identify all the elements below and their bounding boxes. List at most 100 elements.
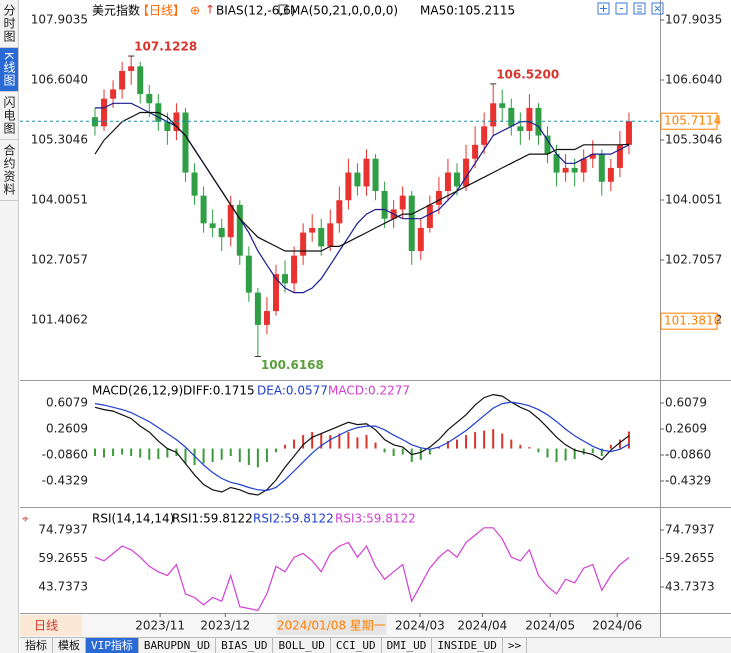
y-tick-label-right: 0.2609 (665, 422, 707, 436)
icon[interactable]: ⌖ (22, 512, 29, 526)
candle-body (426, 204, 433, 228)
candle-body (318, 227, 325, 247)
y-tick-label-left: -0.0860 (42, 448, 88, 462)
candle-body (354, 172, 361, 187)
candle-body (472, 144, 479, 159)
sidebar-tab[interactable]: K线图 (0, 48, 18, 93)
y-tick-label-right: 74.7937 (665, 522, 715, 536)
period-box (20, 615, 82, 636)
candle-body (562, 167, 569, 173)
last-price-label: 105.7114 (664, 114, 721, 128)
annotation-label: 107.1228 (134, 40, 197, 54)
candle-body (372, 158, 379, 192)
sidebar-tab[interactable]: 分时图 (0, 0, 18, 48)
panel-legend: MA50:105.2115 (420, 4, 515, 18)
candle-body (101, 98, 108, 127)
indicator-tab[interactable]: CCI_UD (331, 638, 382, 653)
candle-body (291, 255, 298, 284)
panel-legend: RSI3:59.8122 (335, 512, 416, 526)
indicator-line (94, 527, 630, 612)
candle-body (453, 172, 460, 187)
cursor-label: 2024/01/08 星期一 (277, 619, 386, 633)
x-tick-label: 2023/12 (200, 619, 250, 633)
x-tick-label: 2024/05 (525, 619, 575, 633)
sidebar-tab[interactable]: 合约资料 (0, 140, 18, 202)
candle-body (544, 135, 551, 155)
indicator-tab[interactable]: BARUPDN_UD (139, 638, 217, 653)
candle-body (119, 70, 126, 90)
y-tick-label-right: 104.0051 (665, 193, 722, 207)
candle-body (408, 195, 415, 252)
candle-body (363, 158, 370, 187)
ref-price-box (660, 312, 718, 330)
candle-body (490, 103, 497, 127)
candle-body (607, 167, 614, 182)
panel-legend: RSI1:59.8122 (172, 512, 253, 526)
candle-body (589, 154, 596, 159)
candle-body (517, 126, 524, 131)
candle-body (481, 126, 488, 145)
y-tick-label-right: 106.6040 (665, 73, 722, 87)
candle-body (399, 195, 406, 210)
panel-legend: 【日线】 (137, 4, 185, 18)
y-tick-label-left: 106.6040 (31, 73, 88, 87)
candle-body (128, 66, 135, 71)
candle-body (526, 107, 533, 131)
y-tick-label-left: 101.4062 (31, 313, 88, 327)
indicator-tab[interactable]: DMI_UD (382, 638, 433, 653)
y-tick-label-left: 104.0051 (31, 193, 88, 207)
x-tick-label: 2024/03 (395, 619, 445, 633)
x-tick-label: 2023/11 (135, 619, 185, 633)
y-tick-label-right: 0.6079 (665, 395, 707, 409)
candle-body (616, 144, 623, 168)
panel-legend: MACD:0.2277 (328, 384, 410, 398)
candle-body (227, 204, 234, 238)
indicator-tab[interactable]: >> (503, 638, 528, 653)
toolbar-icons[interactable] (597, 2, 664, 15)
indicator-tab[interactable]: 指标 (20, 638, 53, 653)
icon[interactable]: ↑ (205, 3, 215, 17)
y-tick-label-left: 102.7057 (31, 253, 88, 267)
indicator-tab[interactable]: BIAS_UD (216, 638, 274, 653)
candle-body (444, 172, 451, 192)
candle-body (282, 274, 289, 284)
panel-legend: RSI(14,14,14) (92, 512, 174, 526)
candle-body (164, 121, 171, 131)
indicator-tab[interactable]: 模板 (53, 638, 86, 653)
candle-body (173, 112, 180, 131)
y-tick-label-left: -0.4329 (42, 474, 88, 488)
indicator-tab[interactable]: BOLL_UD (273, 638, 331, 653)
candle-body (254, 292, 261, 325)
sidebar-tab[interactable]: 闪电图 (0, 92, 18, 141)
candle-body (245, 255, 252, 293)
candle-body (146, 94, 153, 104)
candle-body (263, 311, 270, 325)
panel-legend: RSI2:59.8122 (253, 512, 334, 526)
y-tick-label-left: 107.9035 (31, 13, 88, 27)
panel-legend: DEA:0.0577 (257, 384, 328, 398)
candle-body (110, 89, 117, 99)
icon[interactable]: ⊕ (190, 4, 200, 18)
candle-body (381, 191, 388, 219)
candle-body (535, 107, 542, 136)
annotation-label: 100.6168 (261, 358, 324, 372)
candle-body (580, 158, 587, 173)
y-tick-label-left: 43.7373 (38, 580, 88, 594)
candle-body (417, 227, 424, 252)
candle-body (508, 107, 515, 127)
candle-body (499, 103, 506, 108)
indicator-tab[interactable]: VIP指标 (86, 638, 139, 653)
y-tick-label-left: 74.7937 (38, 522, 88, 536)
icon[interactable] (278, 4, 288, 15)
last-price-box (660, 112, 718, 130)
candle-body (309, 227, 316, 233)
y-tick-label-right: 107.9035 (665, 13, 722, 27)
indicator-tab[interactable]: INSIDE_UD (432, 638, 503, 653)
y-tick-label-right: -0.4329 (665, 474, 711, 488)
candle-body (435, 191, 442, 205)
cursor-box (276, 615, 387, 635)
indicator-line (94, 393, 630, 496)
candle-body (345, 172, 352, 201)
y-tick-label-left: 105.3046 (31, 133, 88, 147)
